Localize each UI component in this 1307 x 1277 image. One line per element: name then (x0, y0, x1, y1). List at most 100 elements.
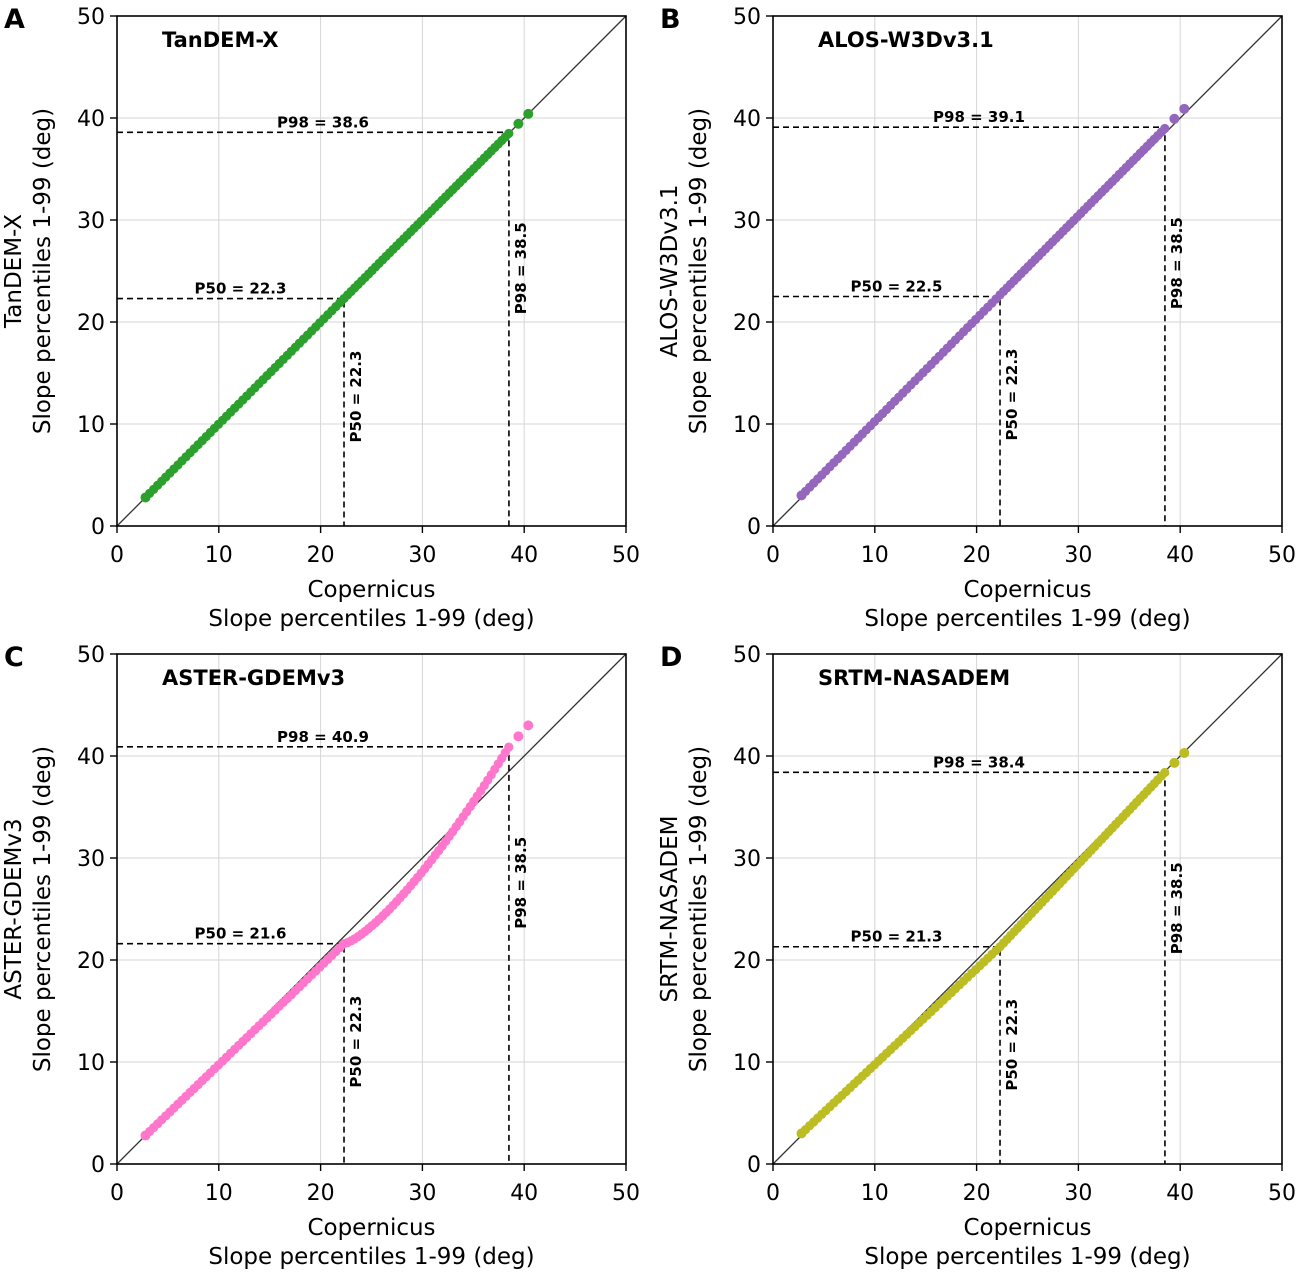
y-tick-label: 40 (733, 745, 761, 770)
p98-horizontal-label: P98 = 39.1 (933, 108, 1025, 126)
x-tick-label: 20 (307, 1181, 335, 1206)
y-tick-label: 50 (77, 643, 105, 668)
y-tick-label: 0 (91, 1153, 105, 1178)
y-tick-label: 30 (77, 847, 105, 872)
y-tick-label: 30 (733, 847, 761, 872)
x-tick-label: 40 (510, 543, 538, 568)
y-tick-label: 30 (733, 209, 761, 234)
x-tick-label: 30 (1064, 1181, 1092, 1206)
y-axis-label-line2: Slope percentiles 1-99 (deg) (30, 108, 56, 434)
y-tick-label: 30 (77, 209, 105, 234)
y-tick-label: 20 (733, 311, 761, 336)
panel-b: 0 10 20 30 40 50 0 10 20 30 40 50 Copernicus Slope pe… (657, 4, 1296, 632)
x-tick-label: 40 (510, 1181, 538, 1206)
p98-horizontal-label: P98 = 40.9 (277, 728, 369, 746)
y-axis-label-line1: SRTM-NASADEM (657, 816, 683, 1003)
y-tick-label: 20 (77, 311, 105, 336)
y-tick-label: 10 (77, 1051, 105, 1076)
x-tick-label: 0 (766, 543, 780, 568)
x-axis-label-line2: Slope percentiles 1-99 (deg) (864, 606, 1190, 632)
y-tick-label: 0 (91, 515, 105, 540)
p98-vertical-label: P98 = 38.5 (512, 837, 530, 929)
data-point (513, 118, 524, 129)
y-tick-label: 10 (733, 1051, 761, 1076)
plot-frame (772, 15, 1283, 527)
y-axis-label-line2: Slope percentiles 1-99 (deg) (30, 746, 56, 1072)
panel-title: SRTM-NASADEM (818, 666, 1010, 690)
x-tick-label: 30 (408, 543, 436, 568)
p50-guide-line (117, 297, 345, 526)
p50-vertical-label: P50 = 22.3 (1003, 349, 1021, 441)
y-tick-label: 40 (77, 745, 105, 770)
x-tick-label: 10 (861, 1181, 889, 1206)
y-axis-label-line1: ALOS-W3Dv3.1 (657, 184, 683, 357)
data-point (523, 720, 534, 731)
plot-frame (116, 653, 627, 1165)
x-tick-label: 20 (963, 1181, 991, 1206)
y-tick-label: 20 (733, 949, 761, 974)
y-tick-label: 0 (747, 1153, 761, 1178)
data-point (1169, 757, 1180, 768)
x-axis-label-line2: Slope percentiles 1-99 (deg) (864, 1244, 1190, 1270)
p50-horizontal-label: P50 = 22.5 (851, 278, 943, 296)
y-axis-label-line1: TanDEM-X (1, 214, 27, 329)
x-tick-label: 40 (1166, 1181, 1194, 1206)
data-point (504, 128, 514, 139)
x-tick-label: 50 (1268, 1181, 1296, 1206)
p50-guide-line (773, 945, 1001, 1164)
x-tick-label: 0 (766, 1181, 780, 1206)
x-tick-label: 30 (1064, 543, 1092, 568)
y-axis-label-line1: ASTER-GDEMv3 (1, 818, 27, 999)
panel-letter: A (4, 4, 25, 35)
x-axis-label-line1: Copernicus (307, 577, 435, 603)
x-axis-label-line1: Copernicus (963, 577, 1091, 603)
y-tick-label: 20 (77, 949, 105, 974)
x-tick-label: 40 (1166, 543, 1194, 568)
p50-horizontal-label: P50 = 21.3 (851, 928, 943, 946)
p50-vertical-label: P50 = 22.3 (347, 351, 365, 443)
plot-frame (116, 15, 627, 527)
panel-letter: D (660, 642, 682, 673)
x-axis-label-line2: Slope percentiles 1-99 (deg) (208, 1244, 534, 1270)
data-point (1160, 767, 1170, 778)
y-tick-label: 40 (733, 107, 761, 132)
y-axis-label-line2: Slope percentiles 1-99 (deg) (686, 108, 712, 434)
x-axis-label-line1: Copernicus (963, 1215, 1091, 1241)
p50-guide-line (773, 295, 1001, 526)
p50-horizontal-label: P50 = 22.3 (195, 280, 287, 298)
panel-title: TanDEM-X (162, 28, 279, 52)
p98-horizontal-label: P98 = 38.4 (933, 753, 1025, 771)
y-tick-label: 50 (733, 643, 761, 668)
p98-vertical-label: P98 = 38.5 (512, 222, 530, 314)
y-tick-label: 40 (77, 107, 105, 132)
p50-vertical-label: P50 = 22.3 (1003, 999, 1021, 1091)
p50-horizontal-label: P50 = 21.6 (195, 925, 287, 943)
panel-d: 0 10 20 30 40 50 0 10 20 30 40 50 Copernicus Slope pe… (657, 642, 1296, 1270)
p98-horizontal-label: P98 = 38.6 (277, 113, 369, 131)
panel-letter: B (660, 4, 681, 35)
x-tick-label: 50 (612, 1181, 640, 1206)
data-point (1179, 747, 1190, 758)
y-tick-label: 0 (747, 515, 761, 540)
data-point (523, 108, 534, 119)
y-tick-label: 50 (77, 5, 105, 30)
x-tick-label: 10 (205, 543, 233, 568)
y-tick-label: 50 (733, 5, 761, 30)
x-tick-label: 10 (205, 1181, 233, 1206)
x-axis-label-line1: Copernicus (307, 1215, 435, 1241)
x-tick-label: 30 (408, 1181, 436, 1206)
panel-title: ASTER-GDEMv3 (162, 666, 345, 690)
p50-guide-line (117, 942, 345, 1164)
p50-vertical-label: P50 = 22.3 (347, 996, 365, 1088)
p98-vertical-label: P98 = 38.5 (1168, 862, 1186, 954)
y-tick-label: 10 (733, 413, 761, 438)
data-point (1169, 113, 1180, 124)
panel-title: ALOS-W3Dv3.1 (818, 28, 994, 52)
data-point (513, 731, 524, 742)
x-tick-label: 50 (612, 543, 640, 568)
x-axis-label-line2: Slope percentiles 1-99 (deg) (208, 606, 534, 632)
data-point (504, 742, 514, 752)
x-tick-label: 20 (963, 543, 991, 568)
panel-letter: C (4, 642, 24, 673)
